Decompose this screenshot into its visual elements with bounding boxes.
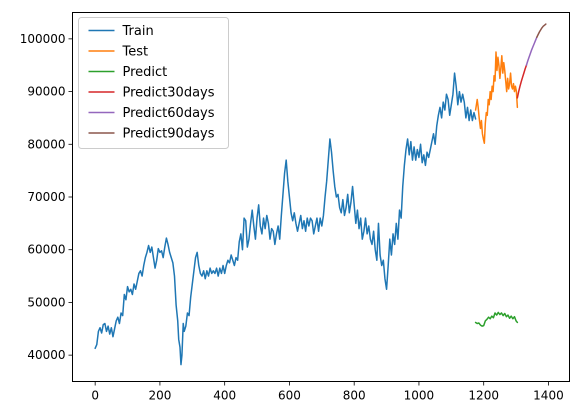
y-tick-label: 80000: [27, 137, 65, 151]
legend-label: Test: [122, 45, 149, 60]
series-line-train: [94, 72, 477, 366]
legend-label: Predict30days: [123, 86, 215, 101]
y-tick-label: 40000: [27, 348, 65, 362]
y-tick-label: 70000: [27, 190, 65, 204]
series-line-predict30days: [516, 64, 528, 99]
x-tick-label: 800: [343, 389, 366, 403]
legend-label: Predict90days: [123, 127, 215, 142]
x-tick-label: 400: [213, 389, 236, 403]
series-line-test: [474, 51, 519, 144]
legend-label: Predict: [123, 65, 168, 80]
x-tick-label: 0: [91, 389, 99, 403]
x-axis: 0 200 400 600 800 1000 1200 1400: [91, 381, 564, 403]
series-line-predict90days: [536, 23, 547, 39]
y-tick-label: 100000: [20, 32, 66, 46]
series-line-predict60days: [525, 36, 538, 66]
legend-box: [78, 17, 229, 149]
y-axis: 40000 50000 60000 70000 80000 90000 100000: [20, 32, 73, 362]
legend-label: Predict60days: [123, 106, 215, 121]
x-tick-label: 1200: [468, 389, 499, 403]
x-tick-label: 1000: [404, 389, 435, 403]
x-tick-label: 200: [148, 389, 171, 403]
y-tick-label: 50000: [27, 295, 65, 309]
y-tick-label: 90000: [27, 85, 65, 99]
series-line-predict: [474, 311, 519, 327]
x-tick-label: 1400: [533, 389, 564, 403]
legend: Train Test Predict Predict30days Predict60da…: [78, 17, 229, 149]
legend-label: Train: [122, 24, 154, 39]
x-tick-label: 600: [278, 389, 301, 403]
plot-lines: [94, 23, 547, 366]
y-tick-label: 60000: [27, 243, 65, 257]
